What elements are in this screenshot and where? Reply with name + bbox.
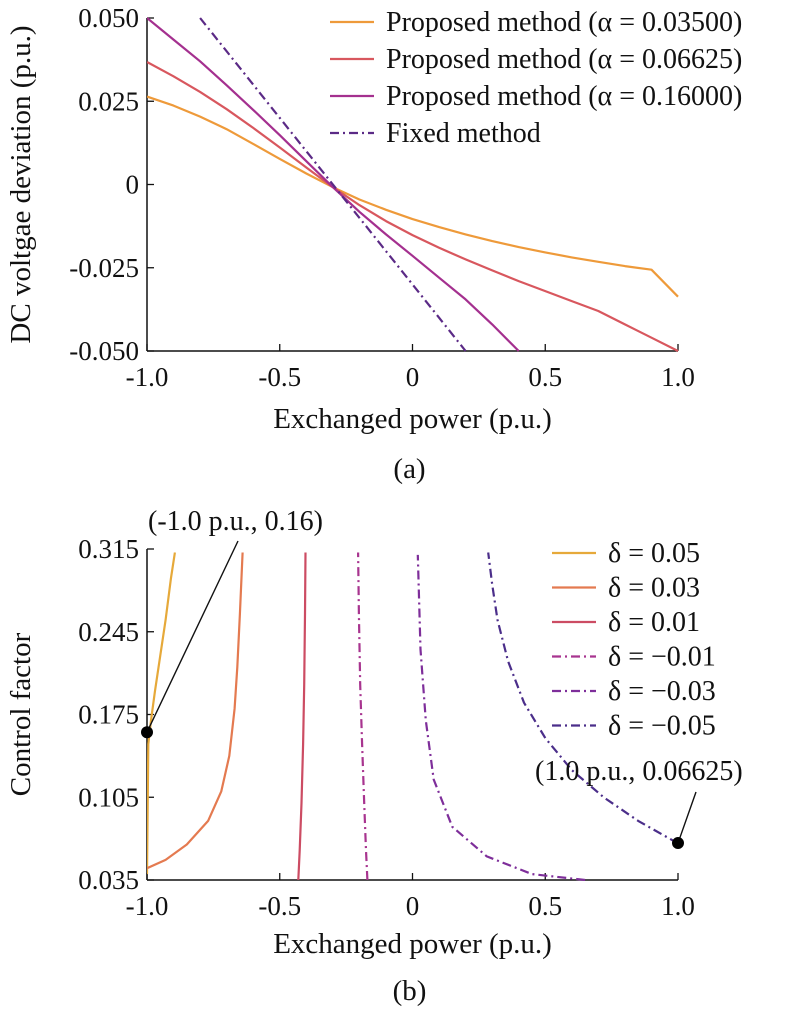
series-line-1: [147, 552, 176, 875]
legend-label-2: Proposed method (α = 0.06625): [386, 44, 742, 75]
legend-label-6: δ = −0.05: [608, 711, 716, 742]
series-line-2: [147, 552, 244, 870]
legend-label-2: δ = 0.03: [608, 573, 700, 604]
annotation-marker-2: [672, 837, 684, 850]
y-tick-label: -0.025: [69, 253, 139, 283]
x-tick-label: 0: [406, 891, 420, 921]
x-tick-label: 0.5: [528, 362, 562, 392]
annotation-leader-2: [677, 791, 697, 844]
x-tick-label: 0: [406, 362, 420, 392]
legend-label-3: δ = 0.01: [608, 607, 700, 638]
x-tick-label: 0.5: [528, 891, 562, 921]
annotation-label-1: (-1.0 p.u., 0.16): [148, 506, 323, 537]
legend-label-4: Fixed method: [386, 118, 541, 149]
x-tick-label: -0.5: [258, 362, 301, 392]
legend-label-3: Proposed method (α = 0.16000): [386, 81, 742, 112]
x-tick-label: -1.0: [126, 362, 169, 392]
panel-caption: (b): [393, 975, 427, 1007]
legend-label-5: δ = −0.03: [608, 676, 716, 707]
annotation-leader-1: [146, 540, 239, 733]
y-tick-label: 0.245: [78, 617, 139, 647]
series-line-3: [297, 552, 307, 881]
panel-caption: (a): [393, 453, 425, 485]
series-line-5: [416, 554, 586, 881]
series-line-4: [199, 17, 467, 352]
series-line-1: [147, 95, 679, 298]
chart-panel-b: -1.0 -0.5 0 0.5 1.0 0.315 0.245 0.175 0.105 0.035…: [5, 506, 743, 1007]
legend: Proposed method (α = 0.03500) Proposed me…: [330, 7, 742, 149]
y-axis-label: Control factor: [5, 632, 37, 796]
y-tick-label: 0.050: [78, 3, 139, 33]
y-tick-label: 0.035: [78, 865, 139, 895]
legend-label-4: δ = −0.01: [608, 642, 716, 673]
y-axis-label: DC voltgae deviation (p.u.): [5, 25, 37, 343]
x-tick-label: -0.5: [258, 891, 301, 921]
legend: δ = 0.05δ = 0.03δ = 0.01δ = −0.01δ = −0.…: [552, 538, 716, 742]
y-tick-label: 0.315: [78, 534, 139, 564]
x-tick-label: -1.0: [126, 891, 169, 921]
series-line-3: [147, 17, 520, 352]
series-line-4: [357, 552, 369, 881]
x-axis-label: Exchanged power (p.u.): [273, 928, 552, 960]
annotation-label-2: (1.0 p.u., 0.06625): [535, 756, 743, 787]
chart-panel-a: -1.0 -0.5 0 0.5 1.0 0.050 0.025 0 -0.025 -0.050 Ex…: [5, 3, 742, 485]
y-tick-label: 0.175: [78, 700, 139, 730]
x-axis-label: Exchanged power (p.u.): [273, 403, 552, 435]
y-tick-label: 0.025: [78, 86, 139, 116]
series-line-6: [487, 552, 679, 845]
series-line-2: [147, 61, 679, 352]
y-tick-label: 0: [126, 170, 140, 200]
legend-label-1: Proposed method (α = 0.03500): [386, 7, 742, 38]
y-tick-label: 0.105: [78, 782, 139, 812]
legend-label-1: δ = 0.05: [608, 538, 700, 569]
annotation-marker-1: [141, 726, 153, 739]
series-group: [147, 552, 679, 881]
x-tick-label: 1.0: [661, 362, 695, 392]
series-group: [147, 17, 679, 352]
x-tick-label: 1.0: [661, 891, 695, 921]
y-tick-label: -0.050: [69, 336, 139, 366]
